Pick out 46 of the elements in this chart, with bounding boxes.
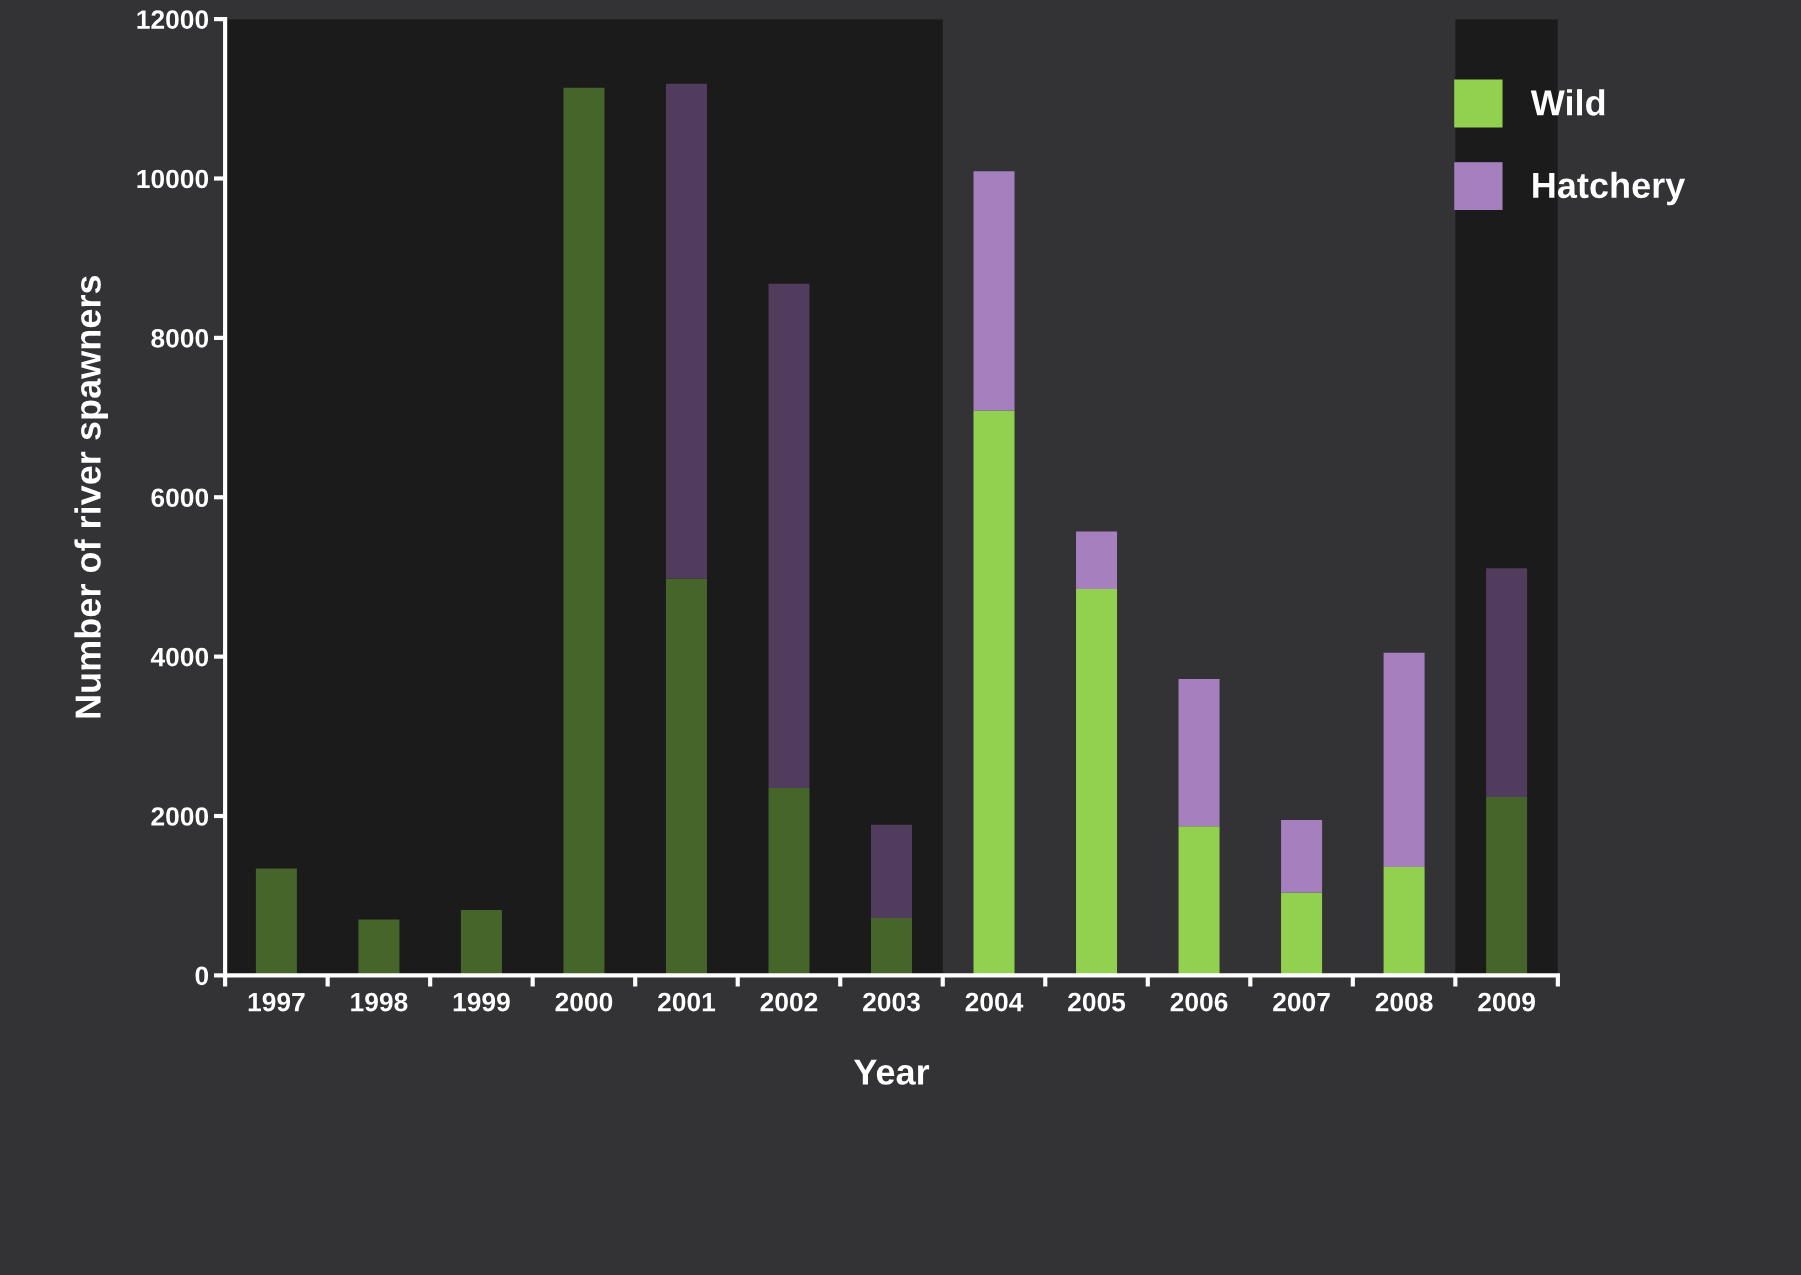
bar — [665, 83, 707, 579]
y-tick-label: 6000 — [151, 488, 209, 508]
bar — [460, 910, 502, 976]
x-tick-label: 1998 — [351, 992, 408, 1012]
legend-label: Wild — [1530, 89, 1605, 116]
bar — [665, 578, 707, 976]
bar — [768, 283, 810, 789]
bar — [973, 410, 1015, 976]
bar — [768, 788, 810, 976]
y-tick-label: 4000 — [150, 647, 209, 667]
x-tick-label: 2004 — [965, 992, 1024, 1012]
x-tick-label: 2009 — [1478, 992, 1535, 1012]
x-tick-label: 2007 — [1273, 992, 1330, 1012]
bar — [255, 868, 297, 976]
x-tick-label: 2003 — [863, 992, 920, 1012]
bar — [358, 919, 400, 976]
bar — [1178, 678, 1220, 827]
bar — [1281, 819, 1323, 893]
y-tick-label: 8000 — [151, 329, 209, 348]
bar — [870, 918, 912, 976]
bar — [973, 171, 1015, 411]
legend-label: Hatchery — [1533, 171, 1686, 206]
x-tick-label: 1997 — [248, 992, 305, 1012]
x-tick-label: 2001 — [658, 992, 716, 1012]
bar — [1383, 652, 1425, 867]
y-tick-label: 2000 — [151, 807, 209, 826]
bar — [1178, 826, 1220, 976]
x-tick-label: 2000 — [555, 992, 613, 1012]
x-tick-label: 2005 — [1068, 992, 1126, 1012]
bar — [1076, 588, 1118, 976]
y-tick-label: 0 — [195, 966, 209, 986]
bar — [563, 87, 605, 976]
bar — [870, 824, 912, 918]
bar — [1383, 867, 1425, 976]
x-tick-label: 2006 — [1170, 992, 1228, 1012]
bar — [1486, 568, 1528, 797]
y-tick-label: 10000 — [137, 169, 209, 189]
bar — [1281, 892, 1323, 976]
x-axis-title: Year — [853, 1059, 930, 1085]
x-tick-label: 2002 — [760, 992, 818, 1012]
y-axis-title: Number of river spawners — [74, 275, 108, 718]
x-tick-label: 2008 — [1375, 992, 1433, 1012]
x-tick-label: 1999 — [453, 992, 510, 1012]
y-tick-label: 12000 — [137, 10, 209, 29]
bar — [1486, 796, 1528, 976]
bar — [1076, 531, 1118, 589]
